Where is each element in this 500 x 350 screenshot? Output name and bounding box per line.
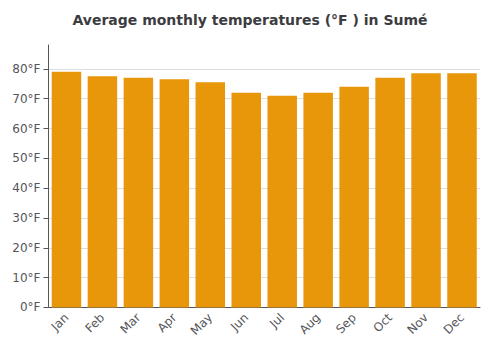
svg-text:May: May <box>188 311 215 338</box>
svg-text:Jul: Jul <box>266 311 287 332</box>
svg-text:Nov: Nov <box>405 311 431 337</box>
svg-text:70°F: 70°F <box>12 92 40 106</box>
svg-text:Apr: Apr <box>155 310 180 335</box>
svg-text:30°F: 30°F <box>12 211 40 225</box>
svg-text:Jan: Jan <box>48 311 72 335</box>
svg-text:Feb: Feb <box>82 311 107 336</box>
svg-text:40°F: 40°F <box>12 181 40 195</box>
svg-text:Average monthly temperatures (: Average monthly temperatures (°F ) in Su… <box>72 12 427 28</box>
svg-text:Dec: Dec <box>441 311 467 337</box>
svg-text:Mar: Mar <box>117 310 143 336</box>
svg-text:60°F: 60°F <box>12 122 40 136</box>
svg-text:0°F: 0°F <box>20 300 41 314</box>
svg-text:20°F: 20°F <box>12 241 40 255</box>
svg-text:Aug: Aug <box>297 311 323 337</box>
svg-text:80°F: 80°F <box>12 62 40 76</box>
svg-text:Sep: Sep <box>333 311 359 337</box>
svg-text:Oct: Oct <box>370 310 395 335</box>
svg-text:10°F: 10°F <box>12 271 40 285</box>
svg-text:50°F: 50°F <box>12 151 40 165</box>
svg-text:Jun: Jun <box>227 311 251 335</box>
